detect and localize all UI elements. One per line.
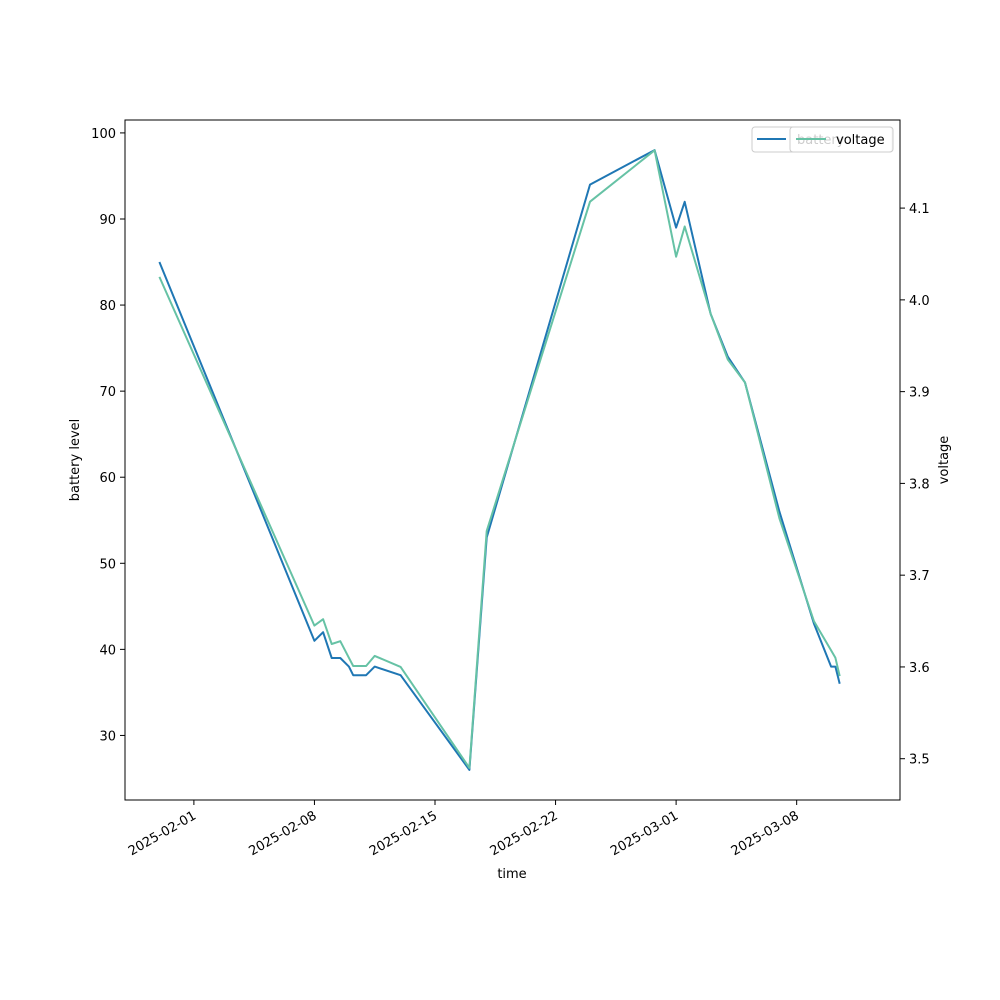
right-y-tick-label: 3.7 bbox=[909, 569, 930, 584]
right-y-tick-label: 4.1 bbox=[909, 202, 930, 217]
left-y-axis: 30 40 50 60 70 80 90 100 bbox=[91, 127, 125, 744]
left-y-tick-label: 50 bbox=[99, 557, 116, 572]
right-y-axis-label: voltage bbox=[937, 436, 952, 485]
left-y-tick-label: 30 bbox=[99, 729, 116, 744]
left-y-tick-label: 60 bbox=[99, 471, 116, 486]
legend-voltage: voltage bbox=[789, 126, 894, 153]
series-line-battery bbox=[158, 149, 841, 771]
right-y-tick-label: 3.6 bbox=[909, 661, 930, 676]
right-y-tick-label: 4.0 bbox=[909, 294, 930, 309]
series-line-voltage bbox=[158, 149, 841, 769]
right-y-tick-label: 3.5 bbox=[909, 753, 930, 768]
left-y-tick-label: 100 bbox=[91, 127, 116, 142]
series-layer bbox=[158, 149, 841, 771]
left-y-tick-label: 90 bbox=[99, 213, 116, 228]
legend-voltage-frame bbox=[789, 126, 894, 153]
left-y-tick-label: 40 bbox=[99, 643, 116, 658]
plot-frame bbox=[124, 119, 901, 801]
left-y-tick-label: 80 bbox=[99, 299, 116, 314]
right-y-tick-label: 3.8 bbox=[909, 477, 930, 492]
right-y-axis: 3.5 3.6 3.7 3.8 3.9 4.0 4.1 bbox=[900, 202, 930, 768]
right-y-tick-label: 3.9 bbox=[909, 386, 930, 401]
x-axis-label: time bbox=[497, 867, 526, 882]
left-y-tick-label: 70 bbox=[99, 385, 116, 400]
legend-voltage-label: voltage bbox=[836, 133, 885, 148]
left-y-axis-label: battery level bbox=[68, 419, 83, 502]
